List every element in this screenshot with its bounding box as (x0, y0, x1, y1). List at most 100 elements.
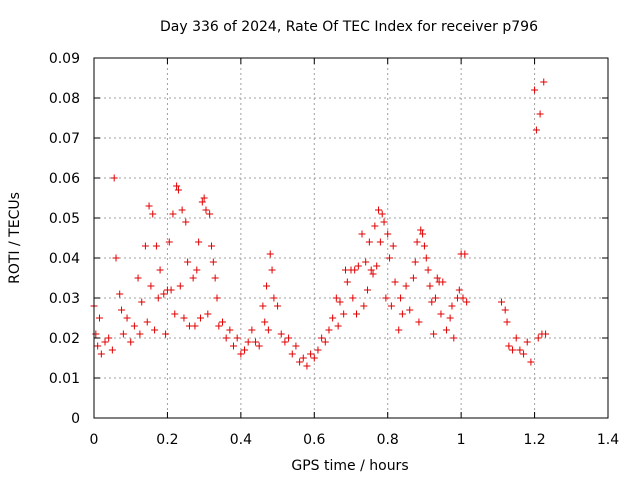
data-point (110, 174, 118, 182)
data-point (336, 298, 344, 306)
data-point (527, 358, 535, 366)
data-point (274, 302, 282, 310)
data-point (288, 350, 296, 358)
x-tick-label: 0.4 (230, 432, 252, 448)
data-point (165, 238, 173, 246)
x-axis-label: GPS time / hours (291, 458, 408, 474)
data-point (334, 322, 342, 330)
data-point (389, 242, 397, 250)
data-point (196, 314, 204, 322)
data-point (419, 230, 427, 238)
data-point (450, 334, 458, 342)
data-point (263, 282, 271, 290)
data-point (138, 298, 146, 306)
data-point (364, 286, 372, 294)
data-point (391, 278, 399, 286)
data-point (147, 282, 155, 290)
data-point (130, 322, 138, 330)
data-point (534, 334, 542, 342)
data-point (277, 330, 285, 338)
y-tick-label: 0.01 (49, 371, 80, 387)
data-point (413, 238, 421, 246)
data-point (498, 298, 506, 306)
data-point (105, 334, 113, 342)
data-point (542, 330, 550, 338)
y-tick-label: 0 (71, 411, 80, 427)
data-point (255, 342, 263, 350)
data-point (176, 282, 184, 290)
data-point (211, 274, 219, 282)
data-point (430, 330, 438, 338)
data-point (189, 274, 197, 282)
data-point (409, 274, 417, 282)
data-point (375, 206, 383, 214)
data-point (516, 346, 524, 354)
data-point (424, 266, 432, 274)
data-point (307, 350, 315, 358)
data-point (303, 362, 311, 370)
data-point (173, 182, 181, 190)
data-point (442, 326, 450, 334)
data-point (252, 338, 260, 346)
data-point (261, 318, 269, 326)
data-point (380, 218, 388, 226)
data-point (119, 330, 127, 338)
data-point (397, 294, 405, 302)
data-point (532, 126, 540, 134)
data-point (318, 334, 326, 342)
data-point (233, 334, 241, 342)
data-point (191, 322, 199, 330)
y-tick-label: 0.08 (49, 91, 80, 107)
data-point (141, 242, 149, 250)
data-point (96, 314, 104, 322)
data-point (270, 294, 278, 302)
data-point (169, 210, 177, 218)
data-point (178, 206, 186, 214)
data-point (94, 342, 102, 350)
data-point (154, 294, 162, 302)
data-point (193, 266, 201, 274)
data-point (244, 338, 252, 346)
data-point (200, 194, 208, 202)
x-tick-labels: 0 0.2 0.4 0.6 0.8 1 1.2 1.4 (90, 432, 620, 448)
y-tick-label: 0.02 (49, 331, 80, 347)
data-point (101, 338, 109, 346)
x-tick-label: 1.2 (523, 432, 545, 448)
y-tick-labels: 0 0.01 0.02 0.03 0.04 0.05 0.06 0.07 0.08 0.09 (49, 51, 80, 427)
data-point (215, 322, 223, 330)
data-point (310, 354, 318, 362)
data-point (406, 306, 414, 314)
x-tick-label: 0.6 (303, 432, 325, 448)
data-point (207, 242, 215, 250)
data-point (143, 318, 151, 326)
data-point (420, 242, 428, 250)
data-point (259, 302, 267, 310)
data-point (195, 238, 203, 246)
data-point (285, 334, 293, 342)
data-point (174, 186, 182, 194)
x-tick-label: 1.4 (597, 432, 619, 448)
data-point (160, 290, 168, 298)
data-point (198, 198, 206, 206)
data-point (415, 318, 423, 326)
data-point (411, 258, 419, 266)
data-point (437, 310, 445, 318)
data-point (281, 338, 289, 346)
data-point (439, 278, 447, 286)
data-point (343, 278, 351, 286)
data-point (204, 310, 212, 318)
data-point (209, 258, 217, 266)
data-point (531, 86, 539, 94)
x-tick-label: 0.8 (377, 432, 399, 448)
data-point (340, 310, 348, 318)
data-point (369, 270, 377, 278)
data-point (378, 210, 386, 218)
data-point (365, 238, 373, 246)
data-point (349, 294, 357, 302)
data-point (213, 294, 221, 302)
data-point (384, 230, 392, 238)
data-point (512, 334, 520, 342)
data-point (292, 342, 300, 350)
data-point (387, 302, 395, 310)
data-point (248, 326, 256, 334)
